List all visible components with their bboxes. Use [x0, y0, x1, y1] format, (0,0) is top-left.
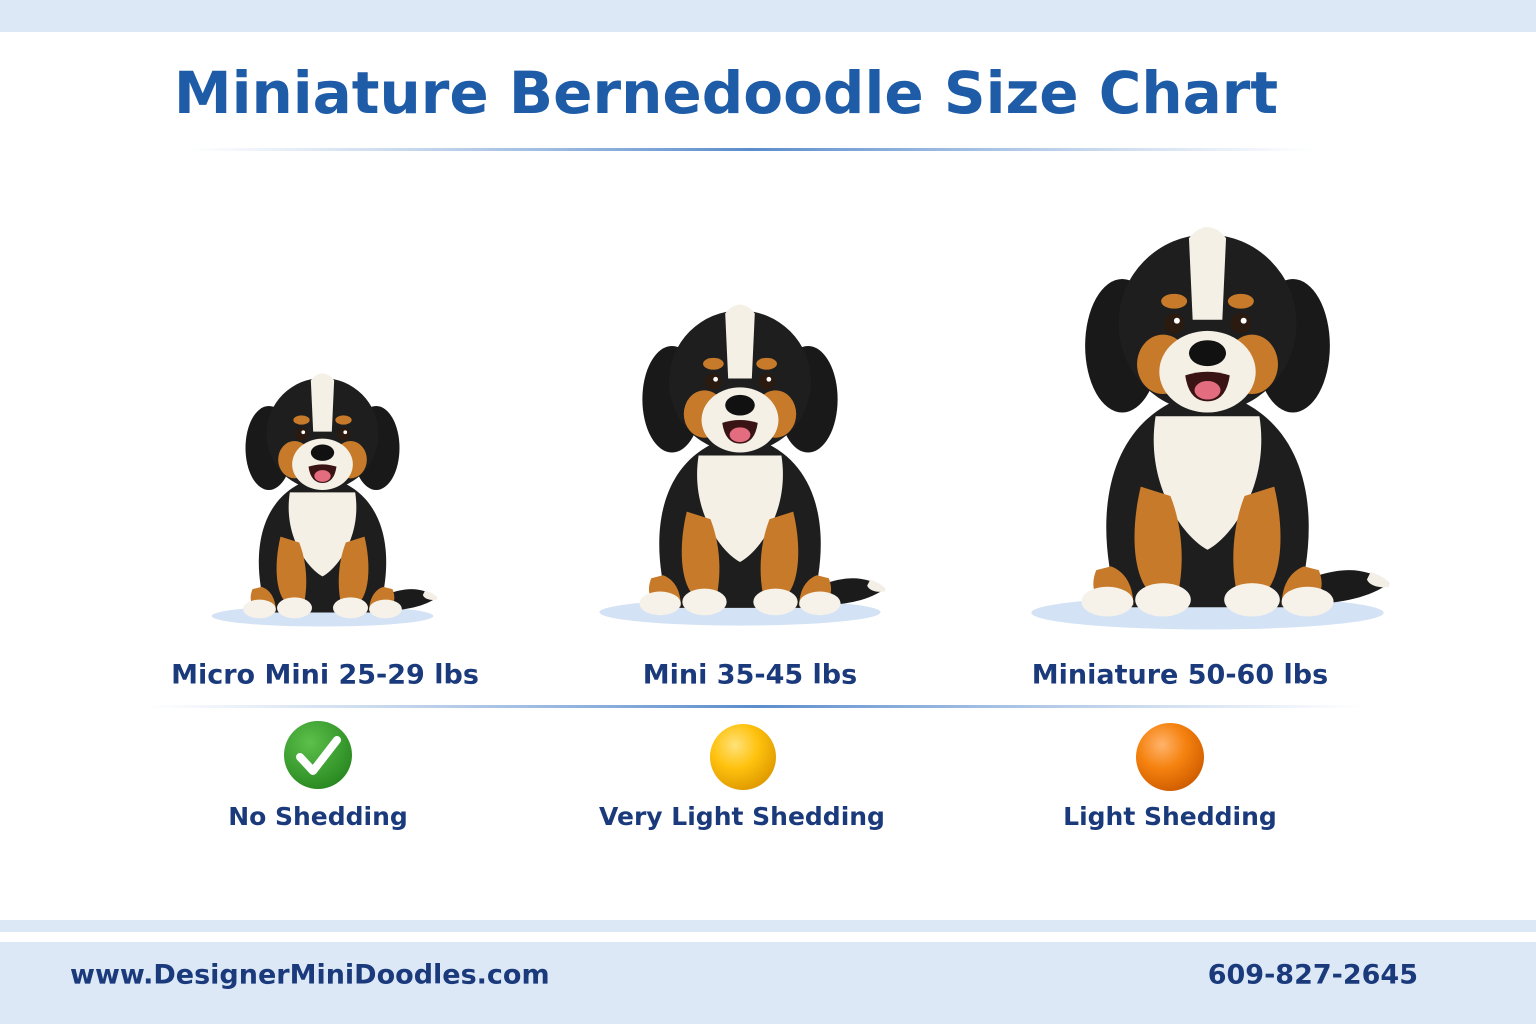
dog-illustration: [599, 304, 886, 626]
size-label: Mini 35-45 lbs: [643, 660, 857, 691]
size-label: Miniature 50-60 lbs: [1032, 660, 1328, 691]
divider: [145, 705, 1365, 708]
check-icon: [284, 721, 352, 789]
title-rule: [186, 148, 1316, 151]
dog-illustration: [1031, 227, 1390, 630]
shedding-label: Very Light Shedding: [599, 802, 885, 831]
top-band: [0, 0, 1536, 32]
dog-illustration: [211, 373, 437, 627]
yellow-dot: [710, 724, 776, 790]
footer: [0, 942, 1536, 1024]
website: www.DesignerMiniDoodles.com: [70, 960, 550, 991]
title: Miniature Bernedoodle Size Chart: [174, 59, 1278, 127]
orange-dot: [1136, 723, 1204, 791]
footer-line: [0, 920, 1536, 932]
size-label: Micro Mini 25-29 lbs: [171, 660, 479, 691]
shedding-label: No Shedding: [228, 802, 408, 831]
shedding-label: Light Shedding: [1063, 802, 1277, 831]
phone: 609-827-2645: [1208, 960, 1418, 991]
